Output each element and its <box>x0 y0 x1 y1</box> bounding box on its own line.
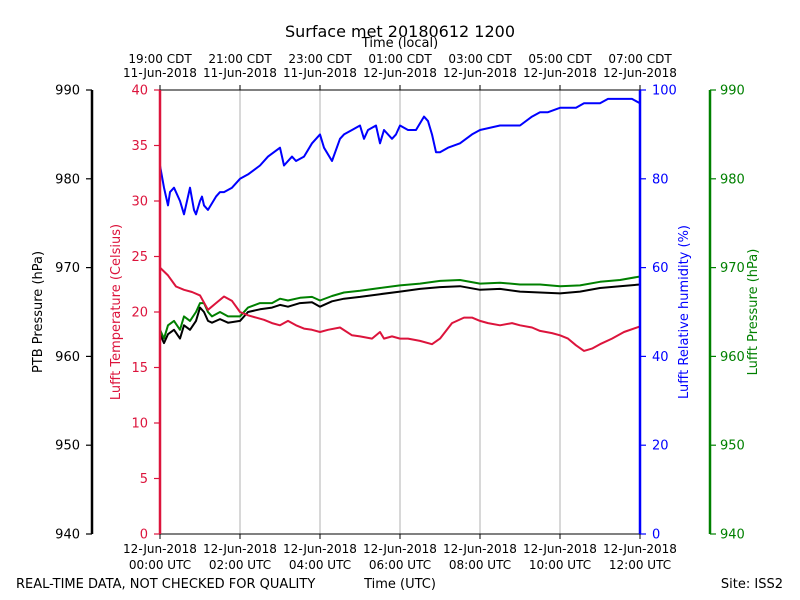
bottom-tick-date: 12-Jun-2018 <box>283 542 357 556</box>
temperature-tick-label: 30 <box>131 195 148 210</box>
bottom-tick-time: 10:00 UTC <box>529 558 591 572</box>
series-line-ptb_pressure <box>159 283 641 345</box>
top-tick-date: 12-Jun-2018 <box>443 66 517 80</box>
bottom-tick-time: 00:00 UTC <box>129 558 191 572</box>
top-tick-date: 11-Jun-2018 <box>203 66 277 80</box>
humidity-tick-label: 100 <box>652 84 677 99</box>
humidity-tick-label: 20 <box>652 439 669 454</box>
lufft_pressure-axis-title: Lufft Pressure (hPa) <box>746 249 761 376</box>
site-label: Site: ISS2 <box>721 577 783 592</box>
axes <box>86 85 716 539</box>
bottom-tick-time: 12:00 UTC <box>609 558 671 572</box>
temperature-tick-label: 40 <box>131 84 148 99</box>
bottom-tick-date: 12-Jun-2018 <box>523 542 597 556</box>
top-axis-label: Time (local) <box>361 36 438 51</box>
humidity-tick-label: 80 <box>652 172 669 187</box>
top-tick-time: 21:00 CDT <box>208 52 272 66</box>
humidity-tick-label: 60 <box>652 261 669 276</box>
series-line-humidity <box>159 97 641 216</box>
bottom-tick-time: 08:00 UTC <box>449 558 511 572</box>
temperature-tick-label: 35 <box>131 139 148 154</box>
bottom-tick-time: 04:00 UTC <box>289 558 351 572</box>
ptb_pressure-tick-label: 960 <box>55 350 80 365</box>
bottom-tick-date: 12-Jun-2018 <box>203 542 277 556</box>
bottom-tick-date: 12-Jun-2018 <box>443 542 517 556</box>
lufft_pressure-tick-label: 970 <box>720 261 745 276</box>
top-tick-time: 19:00 CDT <box>128 52 192 66</box>
ptb_pressure-tick-label: 980 <box>55 172 80 187</box>
top-tick-date: 11-Jun-2018 <box>123 66 197 80</box>
top-tick-date: 12-Jun-2018 <box>363 66 437 80</box>
temperature-axis-title: Lufft Temperature (Celsius) <box>109 224 124 400</box>
humidity-axis-title: Lufft Relative humidity (%) <box>677 225 692 399</box>
bottom-tick-date: 12-Jun-2018 <box>603 542 677 556</box>
series-line-temperature <box>159 266 641 352</box>
top-tick-date: 12-Jun-2018 <box>603 66 677 80</box>
top-tick-time: 07:00 CDT <box>608 52 672 66</box>
bottom-axis-label: Time (UTC) <box>363 577 436 592</box>
ptb_pressure-tick-label: 940 <box>55 528 80 543</box>
lufft_pressure-tick-label: 990 <box>720 84 745 99</box>
ptb_pressure-tick-label: 950 <box>55 439 80 454</box>
quality-warning: REAL-TIME DATA, NOT CHECKED FOR QUALITY <box>16 577 315 592</box>
lufft_pressure-tick-label: 950 <box>720 439 745 454</box>
bottom-tick-date: 12-Jun-2018 <box>363 542 437 556</box>
top-tick-time: 05:00 CDT <box>528 52 592 66</box>
temperature-tick-label: 15 <box>131 361 148 376</box>
temperature-tick-label: 10 <box>131 417 148 432</box>
temperature-tick-label: 0 <box>140 528 148 543</box>
ptb_pressure-tick-label: 970 <box>55 261 80 276</box>
lufft_pressure-tick-label: 940 <box>720 528 745 543</box>
top-tick-time: 01:00 CDT <box>368 52 432 66</box>
humidity-tick-label: 0 <box>652 528 660 543</box>
temperature-tick-label: 25 <box>131 250 148 265</box>
bottom-tick-time: 02:00 UTC <box>209 558 271 572</box>
ptb_pressure-axis-title: PTB Pressure (hPa) <box>31 251 46 373</box>
bottom-tick-date: 12-Jun-2018 <box>123 542 197 556</box>
top-tick-date: 11-Jun-2018 <box>283 66 357 80</box>
top-tick-date: 12-Jun-2018 <box>523 66 597 80</box>
temperature-tick-label: 5 <box>140 472 148 487</box>
chart-title: Surface met 20180612 1200 <box>285 22 515 41</box>
series-line-lufft_pressure <box>159 275 641 340</box>
temperature-tick-label: 20 <box>131 306 148 321</box>
top-tick-time: 03:00 CDT <box>448 52 512 66</box>
ptb_pressure-tick-label: 990 <box>55 84 80 99</box>
tick-labels: 940 950 960 970 980 990 PTB Pressure (hPa) 0 5 10… <box>31 52 761 572</box>
humidity-tick-label: 40 <box>652 350 669 365</box>
bottom-tick-time: 06:00 UTC <box>369 558 431 572</box>
lufft_pressure-tick-label: 960 <box>720 350 745 365</box>
top-tick-time: 23:00 CDT <box>288 52 352 66</box>
series-lines <box>159 97 641 352</box>
lufft_pressure-tick-label: 980 <box>720 172 745 187</box>
